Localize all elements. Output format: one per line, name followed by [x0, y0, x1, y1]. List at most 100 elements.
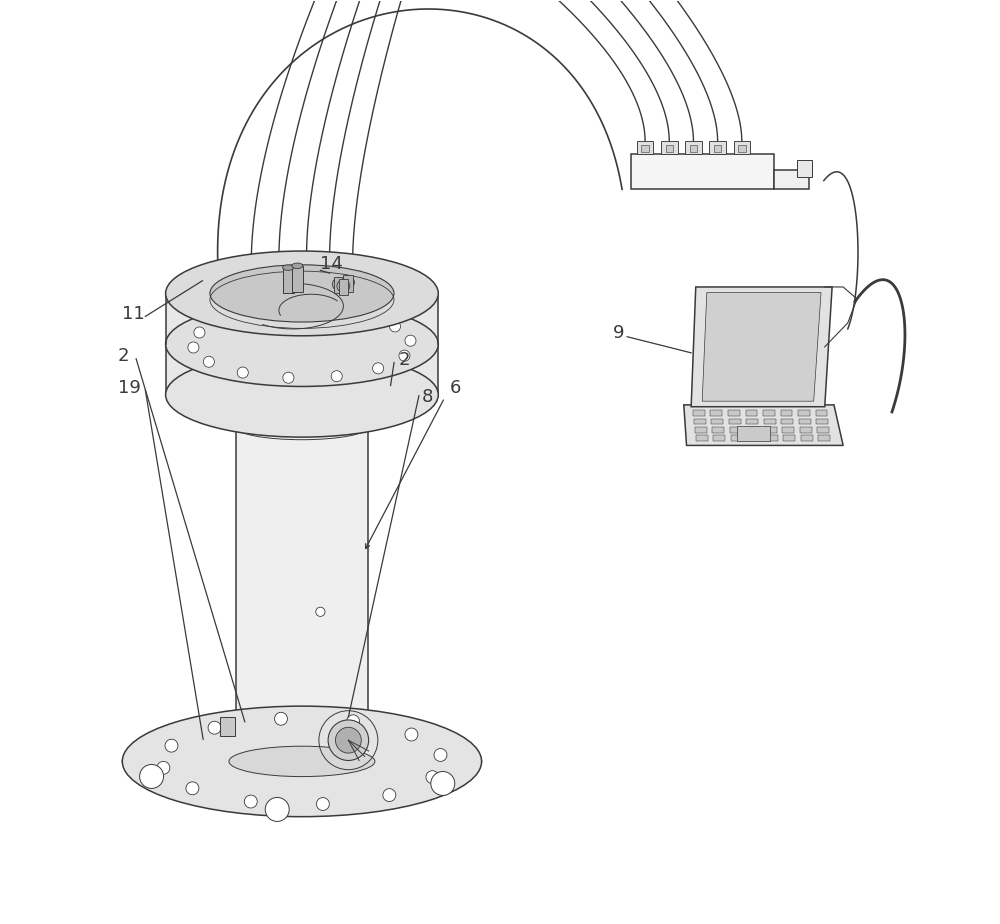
- Bar: [220, 717, 235, 736]
- Circle shape: [332, 278, 345, 291]
- Circle shape: [426, 771, 439, 784]
- Bar: [693, 410, 705, 416]
- Bar: [738, 145, 746, 152]
- Bar: [748, 435, 760, 441]
- Bar: [714, 145, 721, 152]
- Circle shape: [316, 607, 325, 616]
- Text: 2: 2: [118, 346, 129, 365]
- Circle shape: [244, 795, 257, 808]
- Bar: [710, 410, 722, 416]
- Polygon shape: [691, 287, 832, 407]
- Bar: [712, 427, 724, 432]
- Bar: [730, 427, 742, 432]
- Circle shape: [140, 764, 164, 788]
- Text: 9: 9: [612, 323, 624, 342]
- Bar: [666, 145, 673, 152]
- Circle shape: [316, 797, 329, 810]
- Circle shape: [434, 748, 447, 761]
- Bar: [782, 427, 794, 432]
- Polygon shape: [166, 344, 236, 395]
- Bar: [343, 275, 353, 292]
- Ellipse shape: [283, 265, 294, 271]
- Circle shape: [265, 797, 289, 821]
- Bar: [781, 419, 793, 424]
- Circle shape: [335, 727, 361, 753]
- Bar: [713, 435, 725, 441]
- Circle shape: [347, 715, 360, 728]
- Text: 6: 6: [449, 379, 461, 397]
- Circle shape: [188, 342, 199, 353]
- Bar: [283, 268, 294, 294]
- Ellipse shape: [166, 352, 438, 437]
- Circle shape: [310, 305, 321, 316]
- Bar: [766, 435, 778, 441]
- Circle shape: [405, 728, 418, 741]
- Bar: [799, 419, 811, 424]
- Text: 19: 19: [118, 379, 141, 397]
- Bar: [801, 435, 813, 441]
- Bar: [816, 410, 827, 416]
- Bar: [763, 410, 775, 416]
- Circle shape: [220, 314, 231, 325]
- Bar: [695, 427, 707, 432]
- Circle shape: [186, 782, 199, 795]
- Circle shape: [275, 712, 287, 725]
- Text: 2: 2: [399, 351, 410, 370]
- Bar: [747, 427, 759, 432]
- Circle shape: [203, 357, 214, 368]
- Ellipse shape: [166, 302, 438, 386]
- Circle shape: [383, 789, 396, 801]
- Circle shape: [337, 280, 350, 293]
- Bar: [339, 279, 348, 296]
- Bar: [737, 426, 770, 441]
- Ellipse shape: [229, 747, 375, 776]
- Bar: [729, 419, 741, 424]
- Circle shape: [165, 739, 178, 752]
- Bar: [798, 410, 810, 416]
- Circle shape: [328, 720, 369, 760]
- Circle shape: [283, 372, 294, 383]
- Circle shape: [194, 327, 205, 338]
- Bar: [764, 419, 776, 424]
- Polygon shape: [122, 745, 482, 761]
- Polygon shape: [702, 293, 821, 401]
- Bar: [711, 419, 723, 424]
- Circle shape: [373, 363, 384, 374]
- Bar: [781, 410, 792, 416]
- Bar: [765, 427, 777, 432]
- Circle shape: [342, 276, 354, 289]
- Bar: [166, 344, 438, 395]
- Bar: [797, 161, 812, 177]
- Ellipse shape: [122, 706, 482, 817]
- Bar: [641, 145, 649, 152]
- Bar: [166, 294, 438, 344]
- Circle shape: [431, 772, 455, 796]
- Bar: [334, 277, 343, 294]
- Circle shape: [356, 310, 367, 322]
- Ellipse shape: [210, 265, 394, 322]
- Bar: [746, 410, 757, 416]
- Bar: [685, 141, 702, 154]
- Bar: [818, 435, 830, 441]
- Bar: [731, 435, 743, 441]
- Bar: [694, 419, 706, 424]
- Circle shape: [157, 761, 170, 774]
- Bar: [690, 145, 697, 152]
- Bar: [774, 170, 809, 189]
- Bar: [292, 266, 303, 292]
- Bar: [696, 435, 708, 441]
- Bar: [800, 427, 812, 432]
- Bar: [728, 410, 740, 416]
- Bar: [637, 141, 653, 154]
- Polygon shape: [684, 405, 843, 445]
- Bar: [709, 141, 726, 154]
- Text: 8: 8: [422, 388, 433, 407]
- Circle shape: [237, 367, 248, 378]
- Text: 11: 11: [122, 305, 145, 323]
- Polygon shape: [236, 395, 368, 745]
- Circle shape: [208, 722, 221, 735]
- Bar: [746, 419, 758, 424]
- Circle shape: [405, 335, 416, 346]
- Text: 14: 14: [320, 254, 343, 273]
- Ellipse shape: [292, 263, 303, 269]
